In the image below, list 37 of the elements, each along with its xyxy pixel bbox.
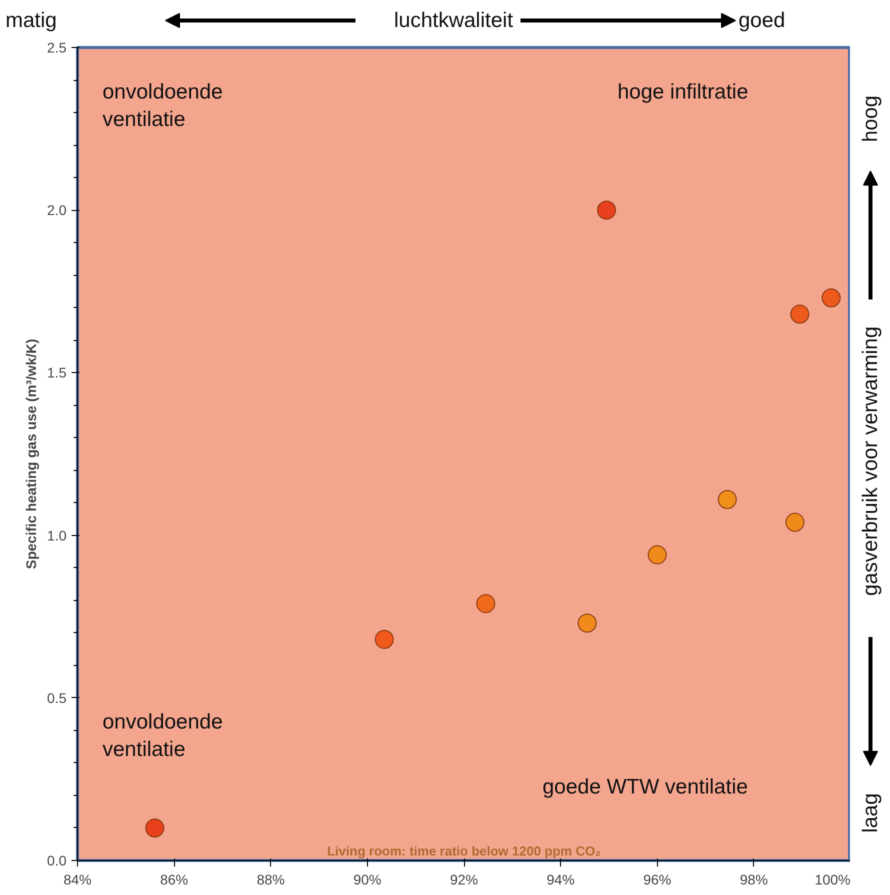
text: hoog [859, 95, 882, 142]
x-tick-label: 84% [63, 872, 92, 888]
x-tick-label: 92% [450, 872, 478, 888]
y-tick-label: 0.0 [47, 852, 67, 868]
x-tick-label: 96% [643, 872, 672, 888]
annotation: onvoldoende ventilatie [102, 80, 223, 132]
point [648, 545, 667, 564]
x-tick-label: 94% [546, 872, 575, 888]
y-axis-title: Specific heating gas use (m³/wk/K) [23, 338, 40, 570]
annotation: onvoldoende ventilatie [102, 710, 223, 762]
y-tick-label: 2.5 [47, 40, 67, 56]
point [145, 818, 164, 838]
x-tick-label: 98% [740, 872, 768, 888]
x-tick-label: 100% [814, 872, 851, 888]
x-tick-label: 88% [256, 872, 285, 888]
text: matig [6, 9, 57, 32]
y-tick-label: 1.5 [47, 364, 67, 381]
annotation: hoge infiltratie [618, 80, 748, 104]
y-tick-label: 0.5 [47, 690, 67, 706]
x-tick-label: 86% [160, 872, 188, 888]
point [476, 594, 496, 614]
y-tick-label: 2.0 [47, 202, 67, 218]
text: luchtkwaliteit [394, 9, 514, 32]
point [374, 630, 394, 649]
y-tick-label: 1.0 [47, 527, 67, 544]
point [597, 200, 616, 220]
x-axis-title: Living room: time ratio below 1200 ppm CO₂ [327, 844, 602, 858]
text: gasverbruik voor verwarming [859, 326, 882, 596]
annotation: goede WTW ventilatie [542, 776, 748, 798]
text: laag [859, 793, 882, 833]
text: goed [738, 9, 786, 32]
point [785, 512, 804, 532]
point [822, 288, 841, 308]
x-tick-label: 90% [353, 872, 382, 888]
point [578, 614, 597, 633]
point [718, 490, 737, 510]
point [790, 304, 810, 324]
